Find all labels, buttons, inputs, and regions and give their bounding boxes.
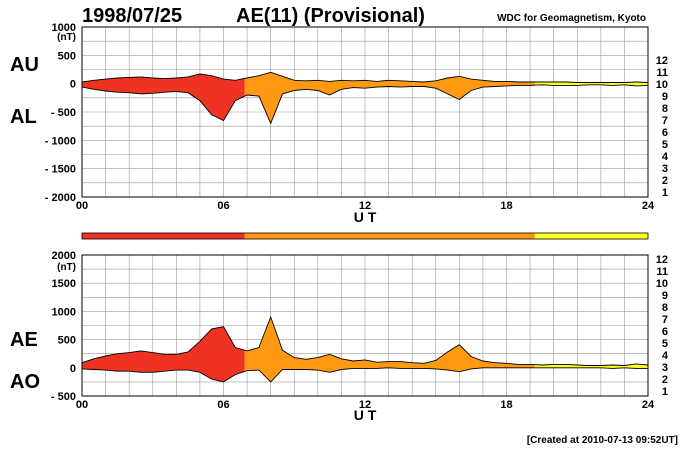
- header-source: WDC for Geomagnetism, Kyoto: [497, 13, 646, 24]
- panel1-upper-label: AU: [10, 54, 39, 76]
- legend-entry: 4: [662, 350, 669, 362]
- p1-y-tick-label: 500: [58, 50, 76, 62]
- panel2-x-axis-label: U T: [354, 407, 377, 423]
- legend-entry: 11: [656, 67, 668, 79]
- p2-y-tick-label: 2000: [52, 250, 76, 262]
- p2-x-tick-label: 18: [500, 399, 512, 411]
- panel2-upper-label: AE: [10, 329, 38, 351]
- p1-y-tick-label: 1000: [52, 22, 76, 34]
- p1-plot-frame: [81, 26, 649, 198]
- p2-x-tick-label: 00: [76, 399, 88, 411]
- p2-line-ao: [81, 367, 648, 383]
- legend-entry: 12: [656, 254, 668, 266]
- p1-y-tick-label: 0: [70, 79, 76, 91]
- panel1-lower-label: AL: [10, 106, 37, 128]
- p1-x-tick-label: 12: [359, 200, 371, 212]
- panel1-x-axis-label: U T: [354, 209, 377, 225]
- p1-y-tick-label: - 500: [51, 107, 76, 119]
- station-color-bar: [81, 232, 649, 240]
- p2-y-tick-label: - 500: [51, 391, 76, 403]
- legend-entry: 8: [662, 103, 668, 115]
- legend-entry: 8: [662, 302, 668, 314]
- footer-created: [Created at 2010-07-13 09:52UT]: [527, 435, 678, 446]
- legend-entry: 10: [656, 79, 668, 91]
- p1-line-au: [81, 71, 649, 83]
- header-index-title: AE(11) (Provisional): [236, 5, 425, 27]
- legend-entry: 5: [662, 139, 668, 151]
- p2-x-tick-label: 24: [642, 399, 655, 411]
- p2-area-station-10: [244, 317, 535, 382]
- station-bar-segment-9: [534, 233, 648, 239]
- station-bar-frame: [81, 232, 649, 240]
- p1-area-station-11: [82, 74, 245, 121]
- p2-line-ae: [81, 315, 649, 366]
- p1-y-tick-label: - 1500: [45, 164, 76, 176]
- p2-y-tick-label: 0: [70, 363, 76, 375]
- legend-entry: 9: [662, 290, 668, 302]
- legend-entry: 6: [662, 127, 668, 139]
- p1-y-tick-label: - 1000: [45, 135, 76, 147]
- legend-entry: 10: [656, 278, 668, 290]
- legend-entry: 9: [662, 91, 668, 103]
- legend-entry: 7: [662, 314, 668, 326]
- p2-y-tick-label: 1000: [52, 306, 76, 318]
- panel2-lower-label: AO: [10, 371, 40, 393]
- p2-area-station-9: [534, 363, 648, 369]
- p1-x-tick-label: 06: [217, 200, 229, 212]
- header-date: 1998/07/25: [82, 5, 182, 27]
- p2-plot-frame: [81, 254, 649, 397]
- legend-entry: 4: [662, 151, 669, 163]
- legend-entry: 2: [662, 175, 668, 187]
- p2-y-tick-label: 500: [58, 335, 76, 347]
- legend-entry: 3: [662, 362, 668, 374]
- legend-entry: 12: [656, 55, 668, 67]
- p1-x-tick-label: 00: [76, 200, 88, 212]
- p2-x-tick-label: 12: [359, 399, 371, 411]
- panel1-unit-label: (nT): [57, 32, 76, 43]
- p1-line-al: [81, 84, 649, 125]
- legend-entry: 3: [662, 163, 668, 175]
- legend-entry: 2: [662, 374, 668, 386]
- panel2-unit-label: (nT): [57, 262, 76, 273]
- legend-entry: 11: [656, 266, 668, 278]
- station-bar-segment-10: [244, 233, 535, 239]
- p1-x-tick-label: 24: [642, 200, 655, 212]
- legend-entry: 5: [662, 338, 668, 350]
- p1-x-tick-label: 18: [500, 200, 512, 212]
- p1-y-tick-label: - 2000: [45, 192, 76, 204]
- legend-entry: 1: [662, 187, 668, 199]
- p1-area-station-10: [244, 72, 535, 124]
- legend-entry: 7: [662, 115, 668, 127]
- legend-entry: 1: [662, 386, 668, 398]
- station-bar-segment-11: [82, 233, 245, 239]
- p2-y-tick-label: 1500: [52, 278, 76, 290]
- p2-x-tick-label: 06: [217, 399, 229, 411]
- legend-entry: 6: [662, 326, 668, 338]
